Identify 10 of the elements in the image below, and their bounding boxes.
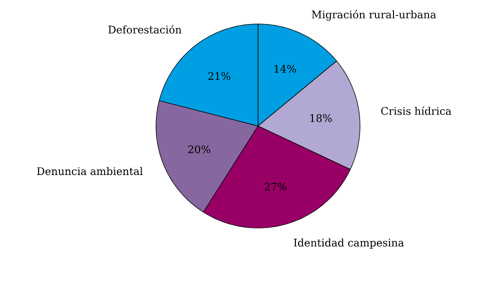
slice-label: Crisis hídrica [381, 106, 452, 115]
slice-label: Deforestación [108, 25, 182, 34]
slice-label: Denuncia ambiental [37, 167, 143, 176]
data-label: 21% [208, 72, 230, 80]
slice-label: Identidad campesina [294, 238, 404, 249]
data-label: 18% [310, 114, 332, 122]
data-label: 20% [188, 145, 210, 154]
data-label: 27% [264, 182, 287, 191]
slice-label: Migración rural-urbana [312, 10, 436, 21]
data-label: 14% [274, 64, 296, 73]
